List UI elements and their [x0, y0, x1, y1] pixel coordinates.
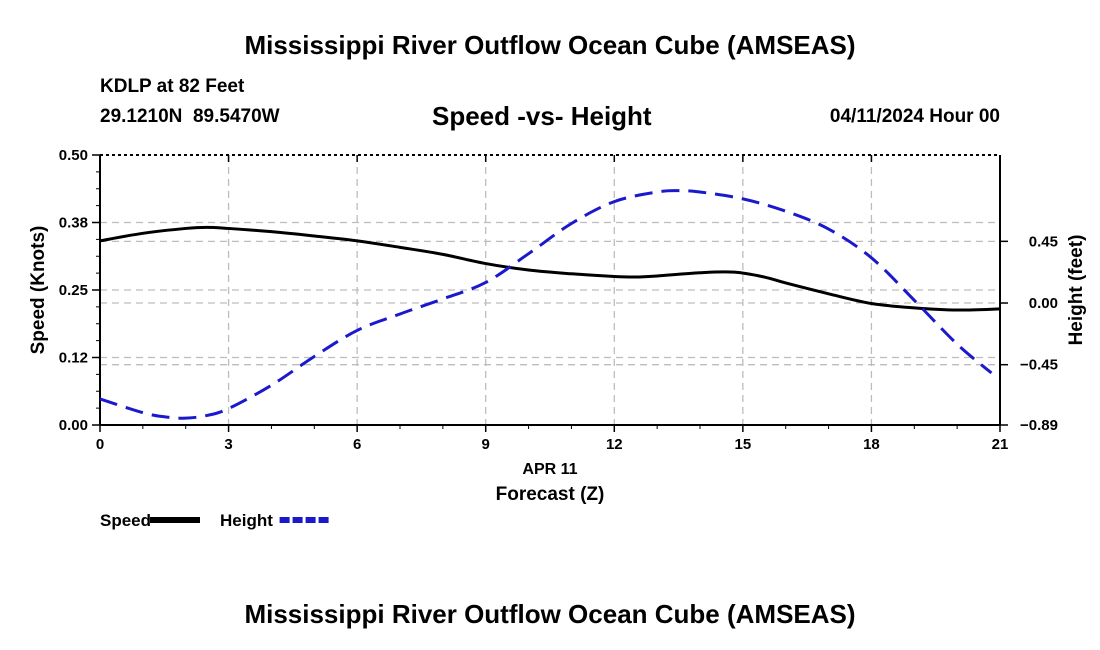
- series-layer: [99, 189, 1001, 420]
- x-tick-label: 15: [735, 436, 752, 453]
- y-right-tick-label: 0.00: [1029, 295, 1058, 312]
- x-tick-label: 6: [353, 436, 361, 453]
- x-tick-label: 21: [992, 436, 1009, 453]
- coordinates-label: 29.1210N 89.5470W: [100, 106, 280, 127]
- x-tick-label: 0: [96, 436, 104, 453]
- y-left-tick-label: 0.50: [59, 147, 88, 164]
- y-left-axis-title: Speed (Knots): [28, 226, 49, 355]
- page-title: Mississippi River Outflow Ocean Cube (AM…: [244, 30, 856, 60]
- y-right-tick-label: −0.89: [1020, 417, 1058, 434]
- x-tick-label: 12: [606, 436, 623, 453]
- y-left-tick-label: 0.25: [59, 282, 88, 299]
- grid-layer: [100, 155, 1000, 426]
- x-tick-label: 18: [863, 436, 880, 453]
- station-label: KDLP at 82 Feet: [100, 76, 245, 97]
- y-right-axis-title: Height (feet): [1066, 235, 1087, 346]
- series-line-speed: [99, 225, 1001, 312]
- x-date-label: APR 11: [522, 461, 577, 478]
- footer-title: Mississippi River Outflow Ocean Cube (AM…: [244, 599, 856, 629]
- x-tick-label: 9: [482, 436, 490, 453]
- chart-subtitle: Speed -vs- Height: [432, 101, 652, 131]
- series-line-height: [99, 189, 993, 420]
- labels-layer: 0 3 6 9 12 15 18 21 0.00 0.12 0.25 0.38 0.50 −0.89 −0.…: [28, 147, 1087, 505]
- x-axis-title: Forecast (Z): [496, 484, 605, 505]
- x-tick-label: 3: [224, 436, 232, 453]
- y-right-tick-label: 0.45: [1029, 233, 1058, 250]
- y-left-tick-label: 0.38: [59, 215, 88, 232]
- y-right-tick-label: −0.45: [1020, 357, 1058, 374]
- legend-layer: Speed Height: [100, 511, 330, 530]
- legend-label-height: Height: [220, 511, 273, 530]
- axes-layer: [92, 154, 1008, 432]
- y-left-tick-label: 0.12: [59, 350, 88, 367]
- y-left-tick-label: 0.00: [59, 417, 88, 434]
- legend-label-speed: Speed: [100, 511, 151, 530]
- datetime-label: 04/11/2024 Hour 00: [829, 106, 1000, 127]
